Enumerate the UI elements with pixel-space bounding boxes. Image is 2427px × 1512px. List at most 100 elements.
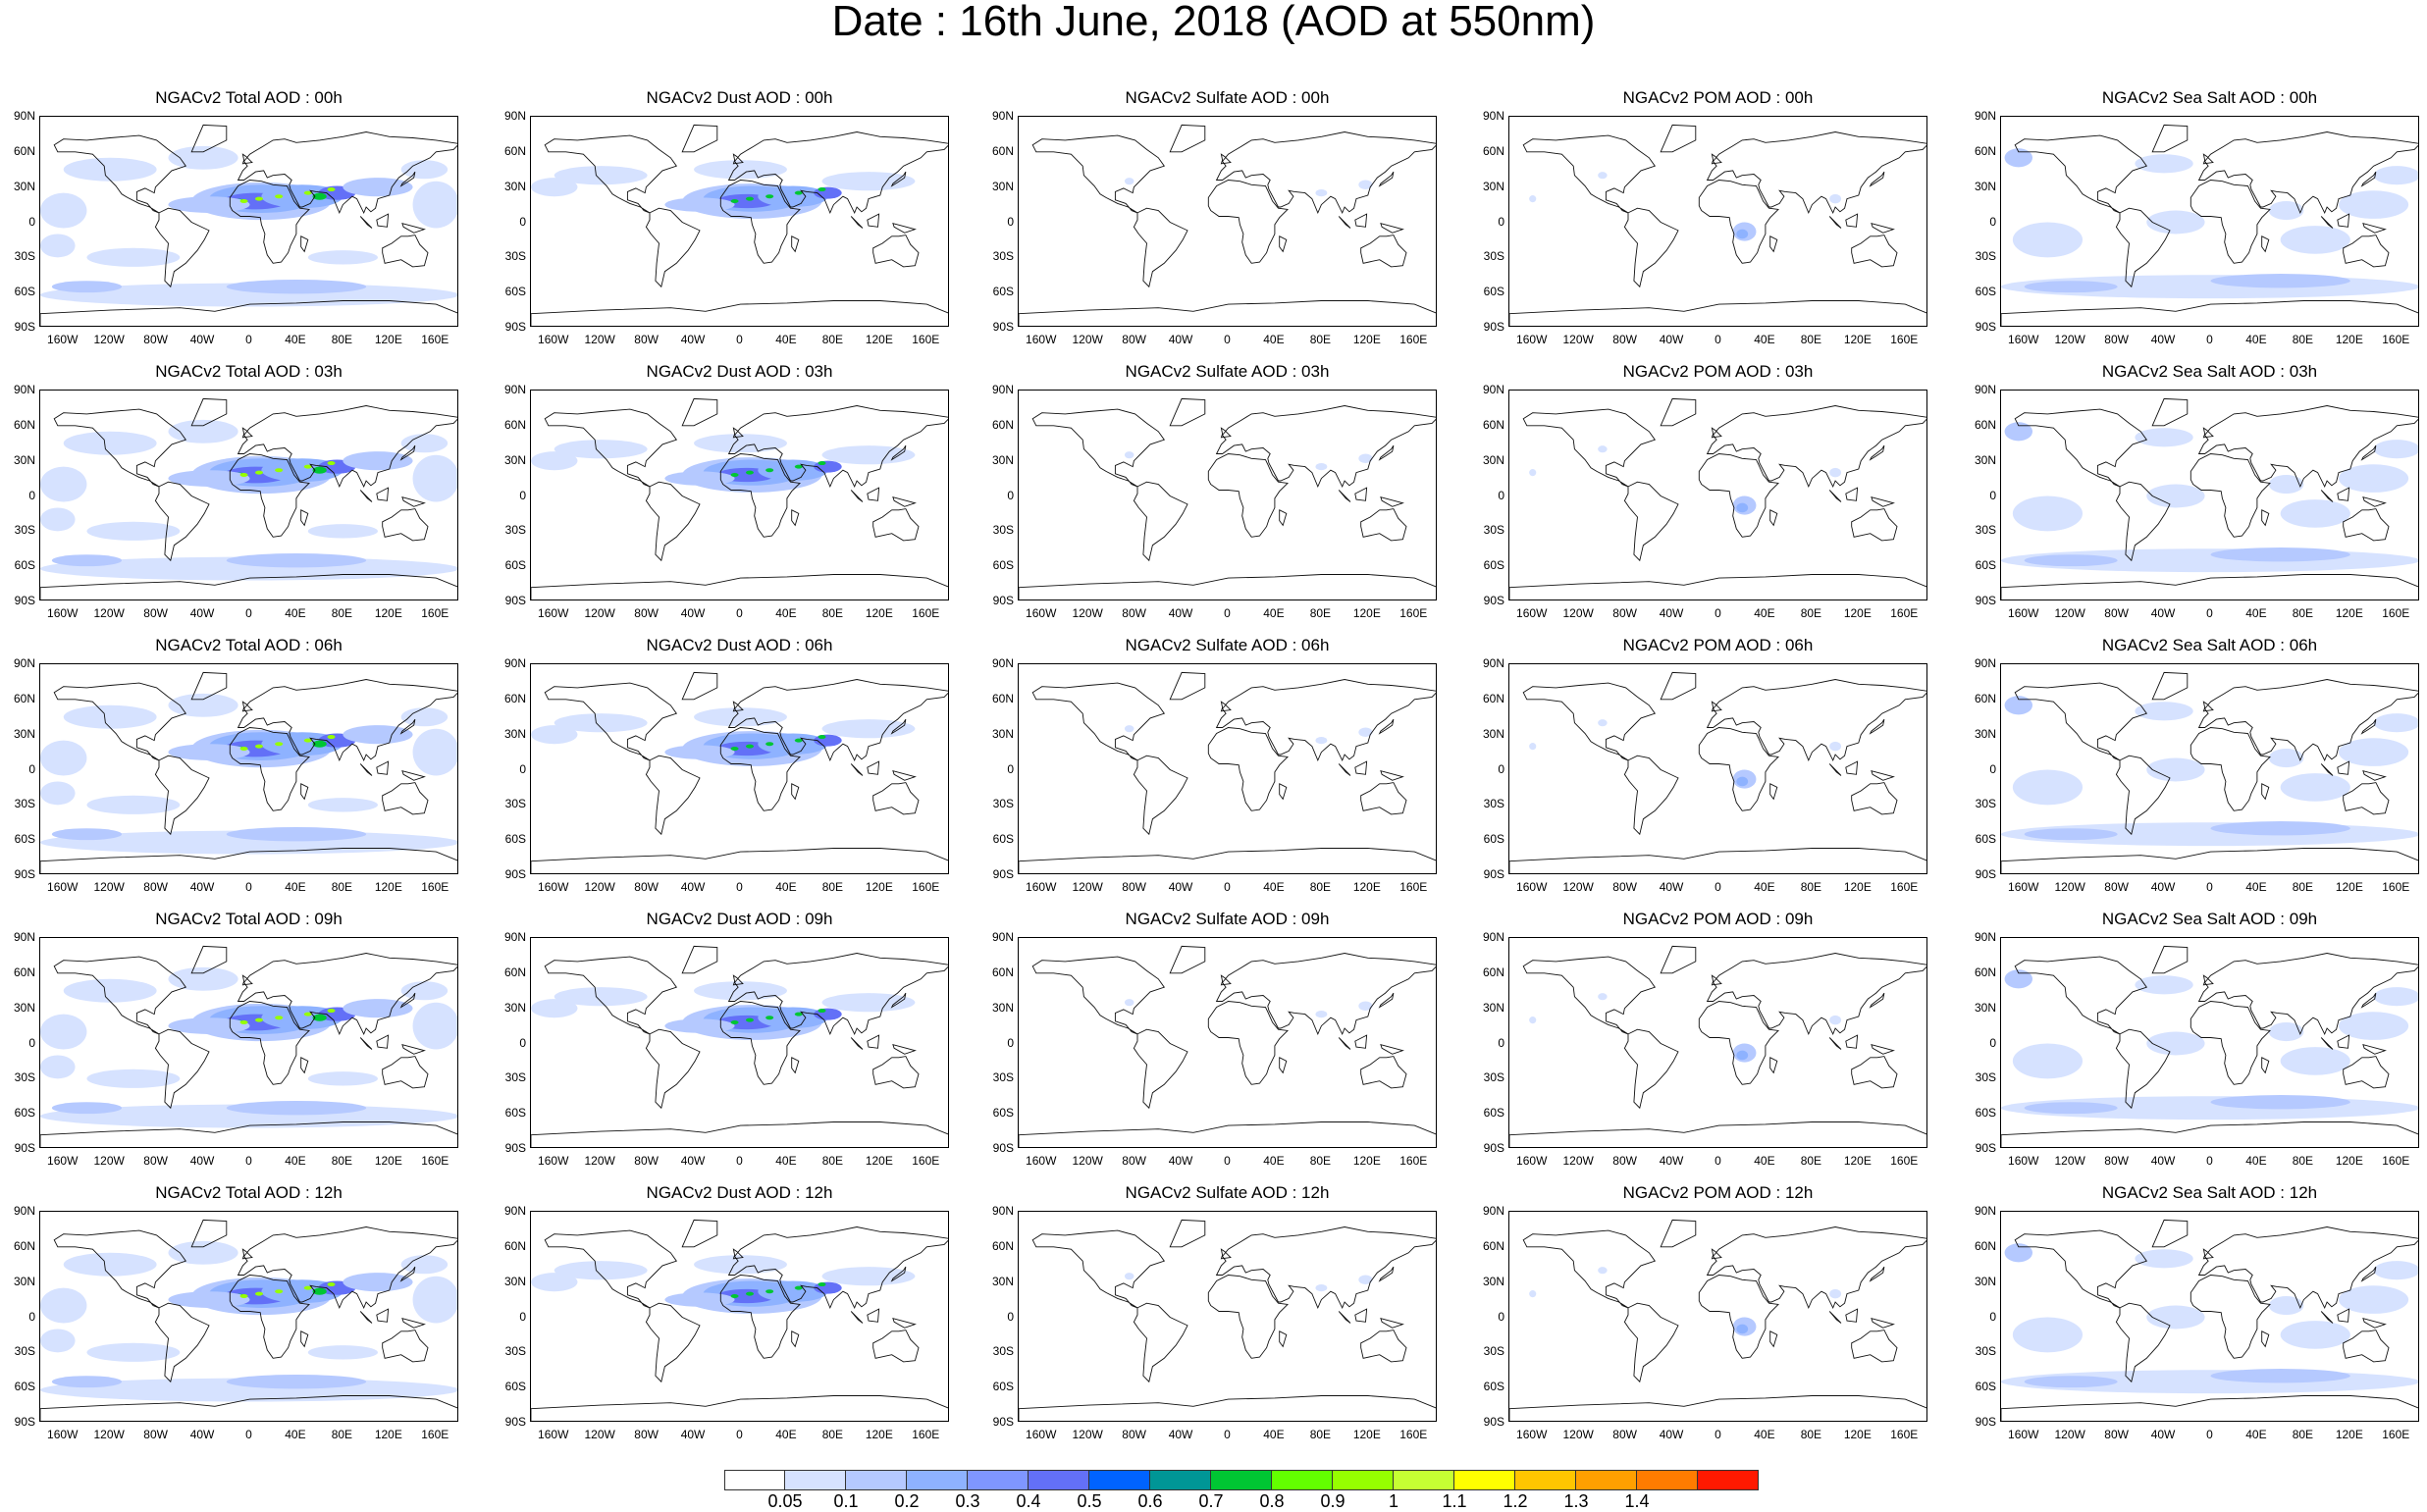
lon-tick-label: 160E (1890, 606, 1919, 620)
lat-tick-label: 60N (1482, 417, 1504, 432)
coastline (1869, 718, 1885, 735)
coastline (2014, 682, 2148, 761)
world-map (40, 945, 457, 1147)
coastline (2151, 1219, 2189, 1248)
aod-plume (343, 725, 413, 745)
lon-tick-label: 120E (1352, 333, 1381, 346)
aod-plume (664, 471, 735, 486)
coastline (850, 490, 864, 502)
coastline (1378, 992, 1395, 1009)
lon-tick-label: 160E (1399, 333, 1428, 346)
lon-tick-label: 120E (865, 1154, 893, 1168)
aod-plume (343, 1273, 413, 1292)
lon-tick-label: 80E (821, 1154, 844, 1168)
aod-plume (694, 434, 787, 453)
lon-tick-label: 80E (1309, 1154, 1332, 1168)
lon-tick-label: 120W (1072, 606, 1103, 620)
map-frame (39, 390, 458, 600)
coastline (2014, 134, 2148, 214)
colorbar-tick-label: 1.4 (1624, 1491, 1650, 1511)
lat-tick-label: 30N (1974, 179, 1996, 193)
lon-tick-label: 120E (865, 1428, 893, 1441)
lon-tick-label: 40E (1754, 880, 1775, 894)
aod-hotspot (765, 1016, 774, 1020)
coastline (2001, 1395, 2418, 1421)
map-panel-seasalt: NGACv2 Sea Salt AOD : 09h 90N 60N 30N 0 30S 60… (1975, 910, 2419, 1168)
aod-hotspot (275, 1289, 284, 1294)
aod-hotspot (254, 744, 263, 749)
coastline (241, 974, 253, 986)
lon-tick-label: 40E (2245, 606, 2267, 620)
lon-tick-label: 120W (93, 606, 125, 620)
lon-tick-label: 80E (2292, 606, 2314, 620)
lon-tick-label: 80W (143, 1154, 168, 1168)
lon-tick-label: 120E (2335, 606, 2363, 620)
lon-tick-label: 120E (374, 880, 402, 894)
coastline (1869, 1266, 1885, 1282)
aod-plume (2268, 1022, 2304, 1042)
lon-tick-label: 160E (1890, 1154, 1919, 1168)
colorbar-swatch (1576, 1470, 1637, 1490)
panel-title: NGACv2 Sea Salt AOD : 00h (2101, 88, 2318, 107)
lat-tick-label: 60N (13, 691, 35, 705)
coastline (154, 1028, 210, 1110)
lon-tick-label: 40W (1659, 1428, 1684, 1441)
lat-tick-label: 60S (504, 832, 526, 847)
coastline (1845, 1034, 1859, 1049)
coastline (300, 509, 309, 527)
aod-plume (2373, 987, 2418, 1007)
lon-tick-label: 40E (775, 1154, 797, 1168)
lat-tick-label: 30S (992, 1070, 1014, 1085)
coastline (1215, 953, 1436, 1036)
coastline (727, 405, 948, 489)
aod-plume (2135, 1249, 2193, 1269)
coastline (867, 213, 880, 228)
map-frame (530, 663, 949, 874)
coastline (1851, 508, 1898, 542)
coastline (2261, 509, 2270, 527)
lon-tick-label: 120W (1562, 1428, 1594, 1441)
coastline (40, 1395, 457, 1421)
map-frame (1018, 937, 1437, 1148)
map-frame (2000, 663, 2419, 874)
coastline (791, 783, 800, 801)
lat-tick-label: 90N (13, 1204, 35, 1218)
lat-tick-label: 0 (1498, 488, 1504, 502)
lon-tick-label: 0 (736, 1428, 743, 1441)
lat-tick-label: 60N (1482, 1238, 1504, 1253)
lon-tick-label: 40W (189, 333, 215, 346)
lat-tick-label: 90N (991, 383, 1014, 396)
aod-plume (226, 280, 367, 294)
lon-tick-label: 160W (1026, 333, 1057, 346)
aod-plume (1736, 776, 1749, 787)
lon-tick-label: 0 (245, 1428, 252, 1441)
coastline (645, 755, 701, 836)
colorbar-tick-label: 1.2 (1503, 1491, 1528, 1511)
lat-tick-label: 30N (991, 726, 1014, 741)
coastline (40, 300, 457, 326)
lat-tick-label: 90N (503, 383, 526, 396)
aod-plume (2373, 440, 2418, 459)
aod-plume (312, 740, 327, 748)
world-map (1509, 671, 1926, 873)
colorbar-swatch (907, 1470, 968, 1490)
aod-plume (2004, 148, 2033, 168)
lat-tick-label: 0 (1007, 1309, 1014, 1324)
panel-title: NGACv2 POM AOD : 06h (1622, 636, 1814, 654)
aod-plume (86, 1069, 181, 1088)
coastline (154, 1302, 210, 1383)
aod-plume (554, 166, 648, 185)
map-panel-sulfate: NGACv2 Sulfate AOD : 09h 90N 60N 30N 0 30S 60S… (992, 910, 1437, 1168)
lon-tick-label: 160W (1516, 606, 1548, 620)
world-map (1019, 124, 1436, 326)
aod-plume (2024, 281, 2118, 293)
aod-plume (400, 434, 448, 453)
map-panel-sulfate: NGACv2 Sulfate AOD : 12h 90N 60N 30N 0 30S 60S… (992, 1183, 1437, 1441)
lat-tick-label: 30N (503, 726, 526, 741)
coastline (1845, 487, 1859, 501)
aod-hotspot (303, 190, 312, 195)
lat-tick-label: 30S (1483, 797, 1504, 811)
lon-tick-label: 160W (47, 606, 79, 620)
aod-plume (2146, 1305, 2205, 1330)
panel-title: NGACv2 Total AOD : 06h (155, 636, 343, 654)
